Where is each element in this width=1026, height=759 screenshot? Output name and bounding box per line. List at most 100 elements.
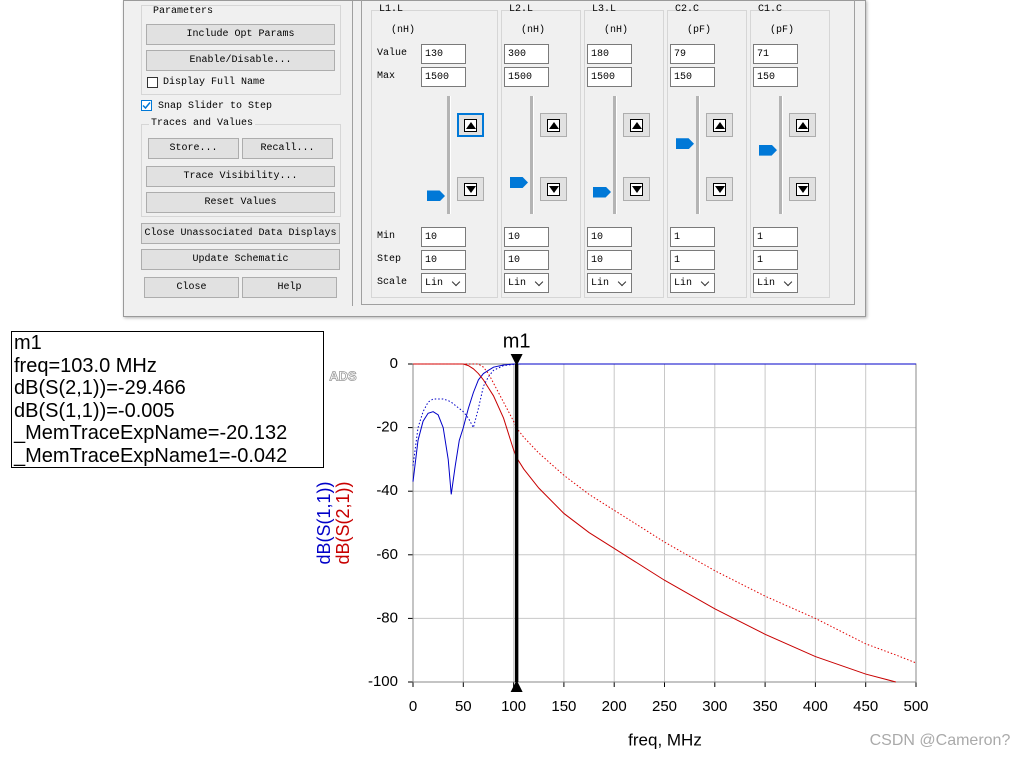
column-box xyxy=(584,10,664,298)
step-down-button[interactable] xyxy=(623,177,650,201)
x-tick-label: 150 xyxy=(551,698,576,715)
slider-thumb[interactable] xyxy=(759,144,777,156)
min-input[interactable]: 1 xyxy=(753,227,798,247)
button[interactable]: Help xyxy=(242,277,337,298)
group-title: Parameters xyxy=(151,6,216,17)
step-input[interactable]: 10 xyxy=(587,250,632,270)
group-title: Traces and Values xyxy=(149,118,256,129)
checkbox-checked[interactable] xyxy=(141,100,152,111)
y-tick-label: -60 xyxy=(376,546,398,563)
readout-line: freq=103.0 MHz xyxy=(14,354,157,377)
x-axis-label: freq, MHz xyxy=(628,730,702,749)
column-box xyxy=(667,10,747,298)
sliders-panel xyxy=(361,0,855,305)
check-mark xyxy=(142,102,151,110)
max-input[interactable]: 1500 xyxy=(504,67,549,87)
series-line xyxy=(413,363,897,683)
max-input[interactable]: 150 xyxy=(670,67,715,87)
column-name: L2.L xyxy=(509,4,534,15)
column-box xyxy=(750,10,830,298)
min-input[interactable]: 10 xyxy=(421,227,466,247)
x-tick-label: 250 xyxy=(652,698,677,715)
scale-select[interactable]: Lin xyxy=(504,273,549,293)
readout-line: dB(S(1,1))=-0.005 xyxy=(14,399,175,422)
x-tick-label: 0 xyxy=(409,698,417,715)
slider-track xyxy=(613,96,617,214)
min-input[interactable]: 1 xyxy=(670,227,715,247)
button[interactable]: Recall... xyxy=(242,138,333,159)
max-input[interactable]: 150 xyxy=(753,67,798,87)
value-input[interactable]: 71 xyxy=(753,44,798,64)
button[interactable]: Close xyxy=(144,277,239,298)
y-tick-label: -20 xyxy=(376,419,398,436)
group-box xyxy=(141,5,341,95)
step-down-button[interactable] xyxy=(457,177,484,201)
button[interactable]: Include Opt Params xyxy=(146,24,335,45)
min-input[interactable]: 10 xyxy=(587,227,632,247)
button[interactable]: Trace Visibility... xyxy=(146,166,335,187)
scale-select[interactable]: Lin xyxy=(587,273,632,293)
x-tick-label: 350 xyxy=(753,698,778,715)
slider-track xyxy=(779,96,783,214)
step-up-button[interactable] xyxy=(623,113,650,137)
checkbox[interactable] xyxy=(147,77,158,88)
slider-track xyxy=(696,96,700,214)
unit-label: (nH) xyxy=(604,25,629,36)
min-input[interactable]: 10 xyxy=(504,227,549,247)
slider-thumb[interactable] xyxy=(676,138,694,150)
row-label: Max xyxy=(377,71,396,82)
slider-thumb[interactable] xyxy=(510,177,528,189)
step-down-button[interactable] xyxy=(789,177,816,201)
row-label: Scale xyxy=(377,277,408,288)
step-input[interactable]: 1 xyxy=(670,250,715,270)
column-name: C2.C xyxy=(675,4,700,15)
value-input[interactable]: 180 xyxy=(587,44,632,64)
readout-line: _MemTraceExpName=-20.132 xyxy=(14,422,288,445)
x-tick-label: 100 xyxy=(501,698,526,715)
value-input[interactable]: 300 xyxy=(504,44,549,64)
value-input[interactable]: 79 xyxy=(670,44,715,64)
x-tick-label: 400 xyxy=(803,698,828,715)
button[interactable]: Reset Values xyxy=(146,192,335,213)
step-input[interactable]: 10 xyxy=(421,250,466,270)
slider-track xyxy=(530,96,534,214)
max-input[interactable]: 1500 xyxy=(421,67,466,87)
button[interactable]: Enable/Disable... xyxy=(146,50,335,71)
step-down-button[interactable] xyxy=(706,177,733,201)
x-tick-label: 300 xyxy=(702,698,727,715)
button[interactable]: Update Schematic xyxy=(141,249,340,270)
step-input[interactable]: 1 xyxy=(753,250,798,270)
step-up-button[interactable] xyxy=(789,113,816,137)
series-line xyxy=(412,363,916,466)
x-tick-label: 50 xyxy=(455,698,472,715)
step-up-button[interactable] xyxy=(457,113,484,137)
slider-track xyxy=(447,96,451,214)
step-up-button[interactable] xyxy=(540,113,567,137)
scale-select[interactable]: Lin xyxy=(421,273,466,293)
y-axis-label: dB(S(2,1)) xyxy=(333,481,353,564)
scale-select[interactable]: Lin xyxy=(753,273,798,293)
unit-label: (pF) xyxy=(770,25,795,36)
value-input[interactable]: 130 xyxy=(421,44,466,64)
max-input[interactable]: 1500 xyxy=(587,67,632,87)
step-up-button[interactable] xyxy=(706,113,733,137)
step-down-button[interactable] xyxy=(540,177,567,201)
x-tick-label: 200 xyxy=(602,698,627,715)
step-input[interactable]: 10 xyxy=(504,250,549,270)
tuning-dialog: Parameters Include Opt Params Enable/Dis… xyxy=(123,0,866,317)
readout-line: dB(S(2,1))=-29.466 xyxy=(14,377,186,400)
y-tick-label: -100 xyxy=(368,673,398,690)
y-tick-label: 0 xyxy=(390,355,398,372)
column-box xyxy=(371,10,498,298)
scale-select[interactable]: Lin xyxy=(670,273,715,293)
plot-lines xyxy=(412,363,917,683)
slider-thumb[interactable] xyxy=(427,190,445,202)
slider-thumb[interactable] xyxy=(593,186,611,198)
button[interactable]: Close Unassociated Data Displays xyxy=(141,223,340,244)
marker-triangle xyxy=(510,354,523,366)
column-box xyxy=(501,10,581,298)
y-tick-label: -80 xyxy=(376,609,398,626)
button[interactable]: Store... xyxy=(148,138,239,159)
